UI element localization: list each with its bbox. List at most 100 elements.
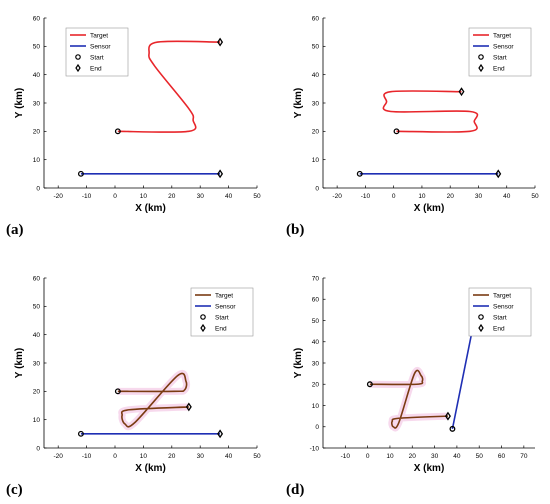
x-tick-label: -20 xyxy=(53,193,63,200)
y-tick-label: 60 xyxy=(312,297,320,304)
y-axis-label: Y (km) xyxy=(293,88,304,118)
legend: Target Sensor Start End xyxy=(468,287,532,337)
legend-entry-label: Sensor xyxy=(215,303,236,310)
legend-entry-label: Sensor xyxy=(90,43,111,50)
y-tick-label: 0 xyxy=(315,185,319,192)
legend-start-swatch xyxy=(478,54,484,60)
y-tick-label: 50 xyxy=(312,44,320,51)
legend-end-swatch xyxy=(200,323,206,333)
sensor-start-marker xyxy=(356,170,363,177)
y-tick-label: 40 xyxy=(33,72,41,79)
x-tick-label: 10 xyxy=(418,193,426,200)
y-tick-label: 20 xyxy=(312,129,320,136)
y-axis-label: Y (km) xyxy=(14,348,25,378)
x-tick-label: 30 xyxy=(431,453,439,460)
y-tick-label: -10 xyxy=(310,445,320,452)
legend-entry-label: Start xyxy=(215,314,229,321)
panel-label-d: (d) xyxy=(286,482,305,498)
y-tick-label: 40 xyxy=(312,339,320,346)
y-tick-label: 50 xyxy=(33,44,41,51)
legend-entry-label: End xyxy=(90,65,102,72)
sensor-end-marker xyxy=(217,169,224,179)
y-tick-label: 60 xyxy=(33,15,41,22)
y-tick-label: 0 xyxy=(36,185,40,192)
x-tick-label: 70 xyxy=(520,453,528,460)
y-tick-label: 10 xyxy=(312,403,320,410)
y-tick-label: 20 xyxy=(33,129,41,136)
y-tick-label: 20 xyxy=(312,382,320,389)
legend: Target Sensor Start End xyxy=(190,287,254,337)
x-tick-label: 0 xyxy=(113,453,117,460)
legend-entry-label: Target xyxy=(493,292,511,299)
y-tick-label: 30 xyxy=(312,100,320,107)
legend-entry-label: End xyxy=(215,325,227,332)
panel-label-a: (a) xyxy=(6,222,24,238)
target-end-marker xyxy=(217,37,224,47)
y-tick-label: 10 xyxy=(312,157,320,164)
target-trajectory xyxy=(369,369,449,429)
x-tick-label: -10 xyxy=(82,453,92,460)
x-tick-label: 50 xyxy=(253,453,261,460)
x-tick-label: 10 xyxy=(140,193,148,200)
target-trajectory xyxy=(382,90,479,133)
target-start-marker xyxy=(366,381,373,388)
legend: Target Sensor Start End xyxy=(468,27,532,77)
x-tick-label: -10 xyxy=(361,193,371,200)
x-tick-label: 0 xyxy=(366,453,370,460)
target-start-marker xyxy=(114,388,121,395)
panel-label-c: (c) xyxy=(6,482,23,498)
legend-entry-label: Start xyxy=(493,54,507,61)
x-tick-label: 60 xyxy=(498,453,506,460)
legend-entry-label: Start xyxy=(493,314,507,321)
y-tick-label: 50 xyxy=(312,318,320,325)
legend-entry-label: Sensor xyxy=(493,43,514,50)
sensor-trajectory xyxy=(451,328,474,430)
y-tick-label: 40 xyxy=(33,332,41,339)
chart-panel-3: -20 -10 0 10 20 30 40 50 0 10 20 30 40 50 60 X (km) Y (k… xyxy=(14,275,261,474)
panel-label-b: (b) xyxy=(286,222,305,238)
y-tick-label: 60 xyxy=(33,275,41,282)
x-tick-label: 40 xyxy=(225,453,233,460)
legend-start-swatch xyxy=(200,314,206,320)
x-tick-label: 50 xyxy=(476,453,484,460)
x-tick-label: 50 xyxy=(253,193,261,200)
sensor-start-marker xyxy=(77,430,84,437)
sensor-end-marker xyxy=(217,429,224,439)
target-end-marker xyxy=(458,87,465,97)
chart-panel-1: -20 -10 0 10 20 30 40 50 0 10 20 30 40 50 60 X (km) Y (k… xyxy=(14,15,261,214)
chart-panel-2: -20 -10 0 10 20 30 40 50 0 10 20 30 40 50 60 X (km) Y (k… xyxy=(293,15,539,214)
y-tick-label: 30 xyxy=(33,360,41,367)
y-tick-label: 70 xyxy=(312,275,320,282)
y-axis-label: Y (km) xyxy=(14,88,25,118)
y-tick-label: 20 xyxy=(33,389,41,396)
x-tick-label: -20 xyxy=(332,193,342,200)
legend-entry-label: Target xyxy=(215,292,233,299)
sensor-end-marker xyxy=(495,169,502,179)
y-tick-label: 0 xyxy=(315,424,319,431)
y-tick-label: 30 xyxy=(312,360,320,367)
x-tick-label: 40 xyxy=(225,193,233,200)
legend: Target Sensor Start End xyxy=(65,27,129,77)
y-tick-label: 40 xyxy=(312,72,320,79)
x-tick-label: 50 xyxy=(531,193,539,200)
x-tick-label: 20 xyxy=(168,193,176,200)
y-tick-label: 50 xyxy=(33,304,41,311)
legend-entry-label: End xyxy=(493,325,505,332)
x-tick-label: -10 xyxy=(82,193,92,200)
target-uncertainty-band xyxy=(369,366,449,432)
x-tick-label: 30 xyxy=(197,453,205,460)
legend-entry-label: Target xyxy=(493,32,511,39)
sensor-start-marker xyxy=(449,425,456,432)
chart-panel-4: -10 0 10 20 30 40 50 60 70 -10 0 10 20 30 40 50 60 70 X (k… xyxy=(293,275,535,474)
target-trajectory xyxy=(117,40,221,133)
legend-end-swatch xyxy=(75,63,81,73)
x-tick-label: -10 xyxy=(341,453,351,460)
y-axis-label: Y (km) xyxy=(293,348,304,378)
x-tick-label: 40 xyxy=(503,193,511,200)
x-tick-label: 40 xyxy=(453,453,461,460)
x-tick-label: 30 xyxy=(475,193,483,200)
x-tick-label: 10 xyxy=(140,453,148,460)
legend-end-swatch xyxy=(478,323,484,333)
target-start-marker xyxy=(393,128,400,135)
